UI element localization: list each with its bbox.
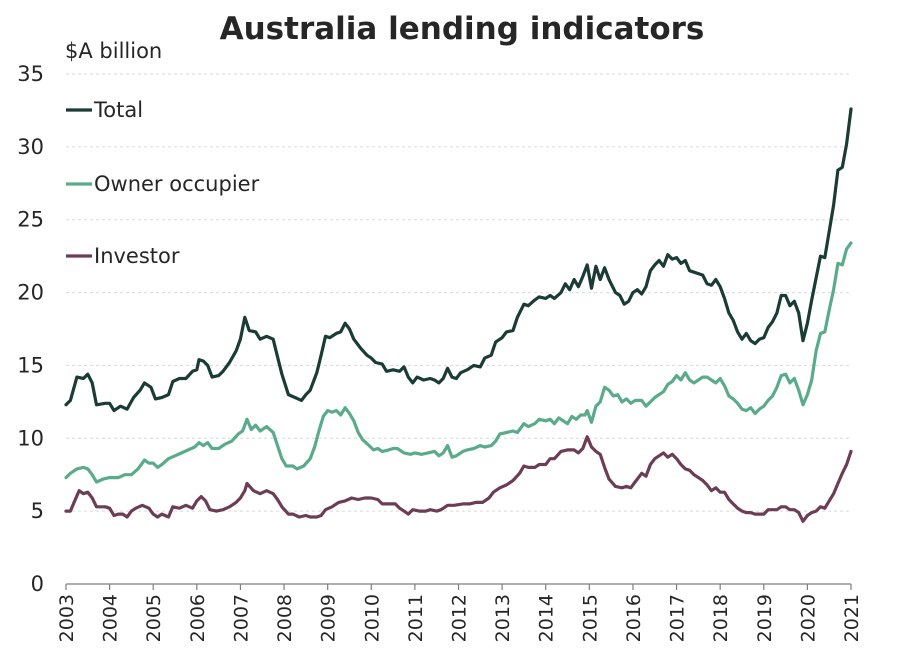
y-axis-unit-label: $A billion <box>65 39 162 63</box>
x-tick-label: 2018 <box>710 594 732 642</box>
x-tick-label: 2006 <box>187 594 209 642</box>
x-tick-label: 2011 <box>405 594 427 642</box>
y-tick-label: 5 <box>31 499 44 523</box>
x-tick-label: 2013 <box>492 594 514 642</box>
series-lines <box>64 107 853 523</box>
x-tick-label: 2017 <box>667 594 689 642</box>
x-tick-label: 2012 <box>449 594 471 642</box>
y-axis-ticks: 0 5 10 15 20 25 30 35 <box>17 62 44 596</box>
series-line-owner-occupier <box>64 241 853 484</box>
x-tick-label: 2003 <box>56 594 78 642</box>
series-line-total <box>64 107 853 413</box>
series-line-investor <box>64 435 853 523</box>
x-tick-label: 2010 <box>361 594 383 642</box>
x-tick-label: 2005 <box>143 594 165 642</box>
x-tick-label: 2014 <box>536 594 558 642</box>
y-tick-label: 25 <box>17 208 44 232</box>
gridlines <box>66 73 851 512</box>
y-tick-label: 35 <box>17 62 44 86</box>
y-tick-label: 15 <box>17 353 44 377</box>
legend-label-investor: Investor <box>94 244 180 268</box>
y-tick-label: 0 <box>31 572 44 596</box>
x-tick-label: 2004 <box>100 594 122 642</box>
x-tick-label: 2015 <box>579 594 601 642</box>
legend-label-owner-occupier: Owner occupier <box>94 172 260 196</box>
x-tick-label: 2019 <box>754 594 776 642</box>
legend-label-total: Total <box>93 98 143 122</box>
x-tick-label: 2020 <box>797 594 819 642</box>
x-tick-label: 2016 <box>623 594 645 642</box>
y-tick-label: 10 <box>17 426 44 450</box>
y-tick-label: 30 <box>17 135 44 159</box>
x-axis-ticks: 2003 2004 2005 2006 2007 2008 2009 2010 2011 2012… <box>56 584 863 642</box>
x-tick-label: 2007 <box>230 594 252 642</box>
x-tick-label: 2009 <box>318 594 340 642</box>
x-tick-label: 2021 <box>841 594 863 642</box>
chart-title: Australia lending indicators <box>220 11 705 47</box>
y-tick-label: 20 <box>17 281 44 305</box>
legend: Total Owner occupier Investor <box>66 98 260 268</box>
x-tick-label: 2008 <box>274 594 296 642</box>
